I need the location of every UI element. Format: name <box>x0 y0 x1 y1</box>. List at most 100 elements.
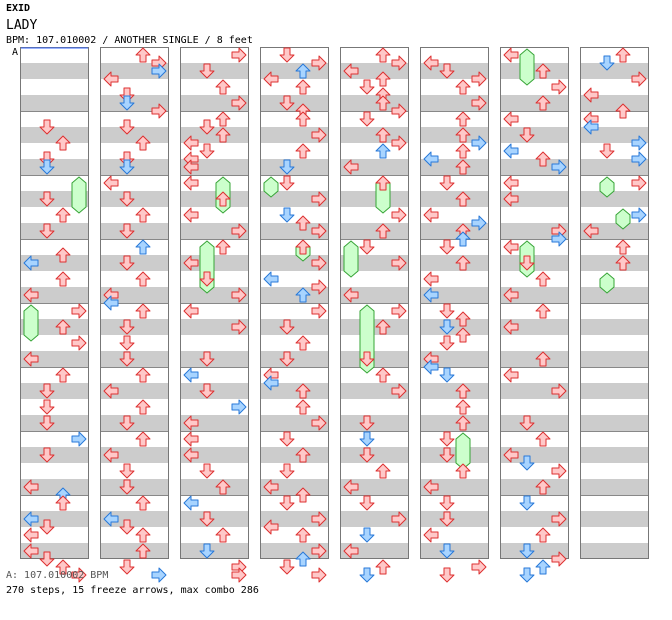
beat-band <box>580 255 649 271</box>
freeze-arrow <box>519 48 535 86</box>
arrow-down-icon <box>39 399 55 415</box>
arrow-up-icon <box>535 151 551 167</box>
arrow-down-icon <box>439 511 455 527</box>
arrow-up-icon <box>375 71 391 87</box>
arrow-down-icon <box>39 447 55 463</box>
arrow-up-icon <box>455 79 471 95</box>
arrow-down-icon <box>439 239 455 255</box>
arrow-down-icon <box>439 367 455 383</box>
arrow-up-icon <box>455 383 471 399</box>
arrow-down-icon <box>199 351 215 367</box>
arrow-right-icon <box>231 287 247 303</box>
column-border <box>340 47 409 559</box>
arrow-up-icon <box>375 463 391 479</box>
arrow-right-icon <box>231 95 247 111</box>
arrow-up-icon <box>455 463 471 479</box>
arrow-up-icon <box>455 143 471 159</box>
arrow-down-icon <box>279 95 295 111</box>
beat-band <box>580 319 649 335</box>
beat-band <box>500 159 569 175</box>
arrow-up-icon <box>55 247 71 263</box>
arrow-up-icon <box>535 559 551 575</box>
arrow-right-icon <box>391 303 407 319</box>
artist-name: EXID <box>6 3 31 14</box>
arrow-left-icon <box>423 55 439 71</box>
arrow-down-icon <box>359 431 375 447</box>
arrow-up-icon <box>375 367 391 383</box>
arrow-right-icon <box>311 543 327 559</box>
arrow-right-icon <box>231 567 247 583</box>
arrow-up-icon <box>215 527 231 543</box>
arrow-up-icon <box>295 287 311 303</box>
beat-band <box>420 287 489 303</box>
arrow-down-icon <box>439 175 455 191</box>
arrow-up-icon <box>455 311 471 327</box>
arrow-down-icon <box>359 447 375 463</box>
beat-band <box>580 415 649 431</box>
beat-band <box>100 383 169 399</box>
arrow-down-icon <box>439 495 455 511</box>
arrow-down-icon <box>519 255 535 271</box>
arrow-up-icon <box>295 143 311 159</box>
arrow-right-icon <box>551 463 567 479</box>
arrow-left-icon <box>503 447 519 463</box>
arrow-right-icon <box>391 135 407 151</box>
arrow-up-icon <box>215 111 231 127</box>
arrow-down-icon <box>439 63 455 79</box>
beat-band <box>420 191 489 207</box>
arrow-right-icon <box>71 335 87 351</box>
arrow-up-icon <box>55 367 71 383</box>
arrow-up-icon <box>135 135 151 151</box>
arrow-up-icon <box>135 271 151 287</box>
arrow-down-icon <box>39 383 55 399</box>
beat-band <box>500 319 569 335</box>
arrow-up-icon <box>55 271 71 287</box>
beat-band <box>20 255 89 271</box>
arrow-down-icon <box>519 567 535 583</box>
beat-band <box>500 95 569 111</box>
arrow-left-icon <box>183 495 199 511</box>
beat-band <box>420 415 489 431</box>
beat-band <box>580 351 649 367</box>
arrow-right-icon <box>71 303 87 319</box>
arrow-left-icon <box>423 527 439 543</box>
arrow-down-icon <box>439 567 455 583</box>
arrow-left-icon <box>23 479 39 495</box>
arrow-up-icon <box>295 527 311 543</box>
arrow-up-icon <box>215 191 231 207</box>
beat-band <box>260 191 329 207</box>
beat-band <box>20 63 89 79</box>
arrow-up-icon <box>535 527 551 543</box>
beat-band <box>580 191 649 207</box>
arrow-right-icon <box>391 255 407 271</box>
arrow-down-icon <box>119 415 135 431</box>
beat-band <box>100 287 169 303</box>
beat-band <box>340 543 409 559</box>
arrow-up-icon <box>135 239 151 255</box>
beat-band <box>500 351 569 367</box>
beat-band <box>260 383 329 399</box>
arrow-down-icon <box>119 335 135 351</box>
beat-band <box>100 543 169 559</box>
arrow-left-icon <box>423 359 439 375</box>
arrow-down-icon <box>119 479 135 495</box>
arrow-up-icon <box>615 47 631 63</box>
arrow-down-icon <box>119 351 135 367</box>
arrow-down-icon <box>599 55 615 71</box>
beat-band <box>260 63 329 79</box>
beat-band <box>340 383 409 399</box>
arrow-left-icon <box>103 175 119 191</box>
beat-band <box>340 95 409 111</box>
beat-band <box>180 479 249 495</box>
arrow-right-icon <box>151 63 167 79</box>
arrow-left-icon <box>583 87 599 103</box>
arrow-up-icon <box>535 479 551 495</box>
beat-band <box>340 223 409 239</box>
arrow-left-icon <box>343 479 359 495</box>
bpm-marker-label: A <box>12 47 19 58</box>
beat-band <box>580 511 649 527</box>
beat-band <box>180 159 249 175</box>
arrow-down-icon <box>199 511 215 527</box>
arrow-up-icon <box>375 319 391 335</box>
